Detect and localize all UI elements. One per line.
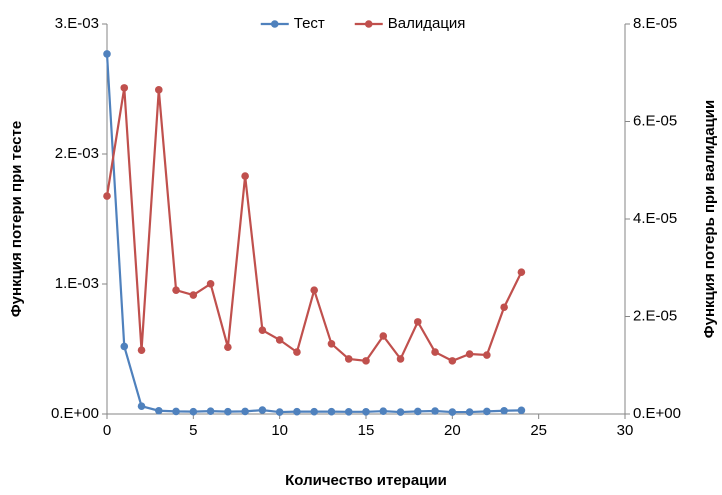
legend-marker <box>364 20 373 28</box>
series-line <box>105 87 523 363</box>
point <box>241 407 249 416</box>
point <box>483 351 491 359</box>
point <box>396 355 405 363</box>
y2-tick-label: 6.E-05 <box>633 112 677 129</box>
point <box>465 408 474 416</box>
point <box>293 348 301 356</box>
point <box>362 407 370 416</box>
point <box>465 350 474 358</box>
point <box>172 286 180 294</box>
point <box>120 342 129 351</box>
point <box>258 326 267 334</box>
point <box>344 355 353 363</box>
x-tick-label: 10 <box>271 422 288 439</box>
point <box>137 402 146 411</box>
point <box>103 50 111 58</box>
point <box>189 291 198 299</box>
y2-tick-label: 2.E-05 <box>633 307 677 324</box>
point <box>275 336 284 344</box>
point <box>155 406 163 415</box>
x-tick-label: 20 <box>444 422 461 439</box>
point <box>206 280 215 288</box>
point <box>103 192 111 200</box>
x-tick-label: 30 <box>617 422 634 439</box>
point <box>500 406 508 415</box>
point <box>206 407 215 415</box>
y2-axis-label: Функция потерь при валидации <box>701 100 718 338</box>
point <box>310 286 319 294</box>
point <box>224 407 232 416</box>
y-tick-label: 1.E-03 <box>55 275 99 292</box>
point <box>448 408 457 416</box>
point <box>293 407 301 416</box>
y-axis-label: Функция потери при тесте <box>8 121 25 317</box>
point <box>224 343 232 352</box>
point <box>517 406 526 415</box>
x-axis-label: Количество итерации <box>285 472 447 489</box>
point <box>310 407 319 416</box>
x-tick-label: 15 <box>358 422 375 439</box>
point <box>344 407 353 416</box>
point <box>172 407 180 416</box>
point <box>327 340 336 348</box>
point <box>241 172 249 180</box>
point <box>431 348 439 356</box>
x-tick-label: 25 <box>530 422 547 439</box>
point <box>189 407 198 416</box>
y2-tick-label: 8.E-05 <box>633 15 677 32</box>
point <box>258 406 267 414</box>
legend-label: Валидация <box>388 15 466 32</box>
y-tick-label: 0.E+00 <box>51 405 99 422</box>
point <box>396 408 405 416</box>
point <box>362 357 370 365</box>
point <box>379 407 388 415</box>
y2-tick-label: 0.E+00 <box>633 405 681 422</box>
x-tick-label: 0 <box>103 422 111 439</box>
point <box>155 86 163 94</box>
point <box>414 407 422 416</box>
point <box>483 407 491 416</box>
point <box>137 346 146 354</box>
point <box>414 318 422 326</box>
point <box>500 303 508 312</box>
point <box>448 357 457 365</box>
x-tick-label: 5 <box>189 422 197 439</box>
y-tick-label: 2.E-03 <box>55 145 99 162</box>
y-tick-label: 3.E-03 <box>55 15 99 32</box>
point <box>120 84 129 92</box>
point <box>275 408 284 416</box>
point <box>379 332 388 340</box>
point <box>517 268 526 276</box>
y2-tick-label: 4.E-05 <box>633 210 677 227</box>
point <box>327 407 336 416</box>
point <box>431 407 439 415</box>
legend-marker <box>270 20 279 28</box>
legend-label: Тест <box>294 15 325 32</box>
